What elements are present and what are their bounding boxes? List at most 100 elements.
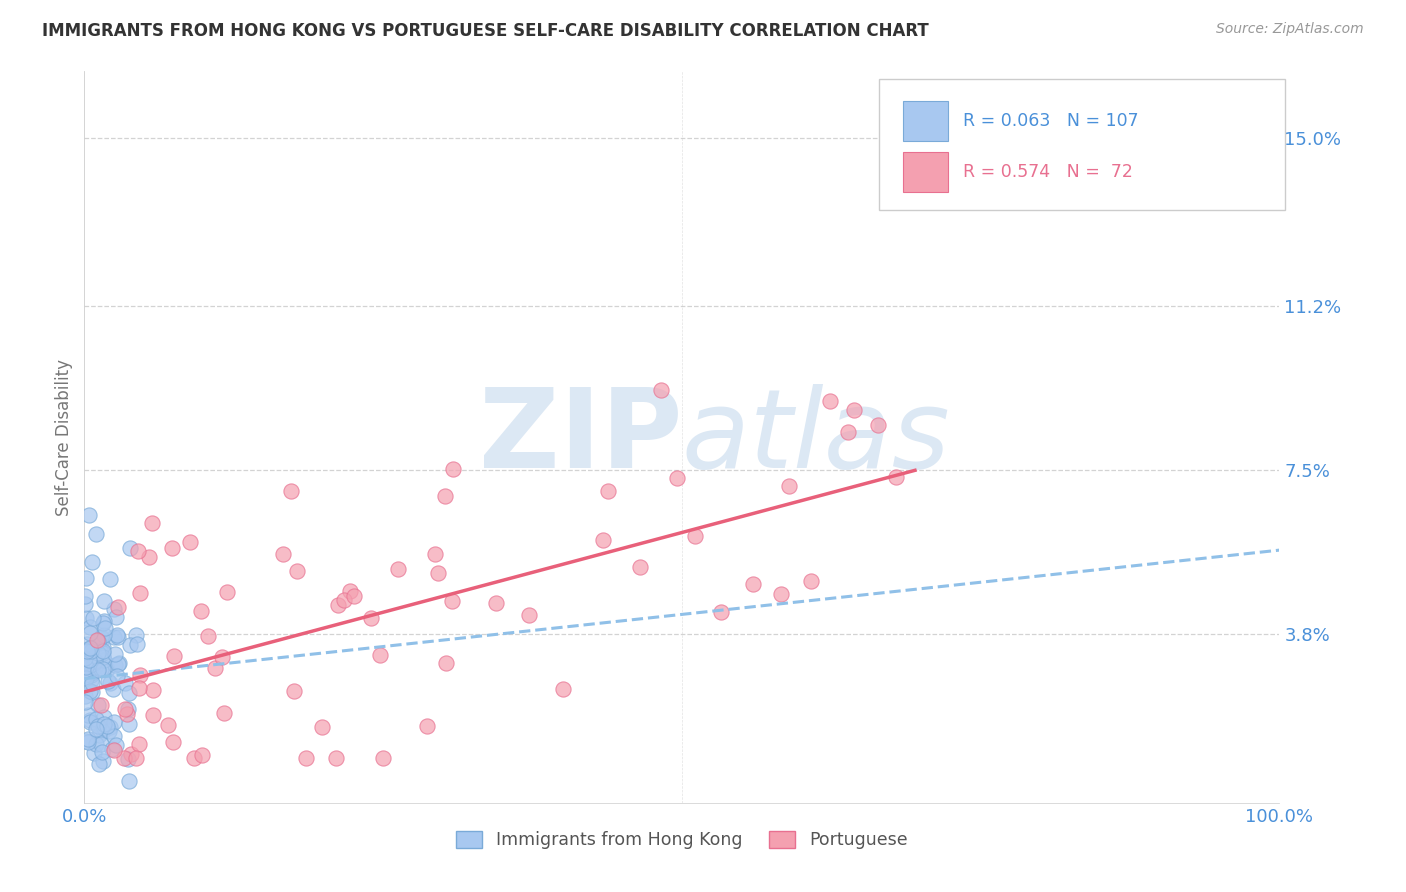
Point [89, 644, 111, 658]
Point [93, 614, 115, 628]
Point [844, 403, 866, 417]
Point [141, 516, 163, 530]
Point [98, 723, 121, 738]
Point [84, 737, 107, 751]
Point [79, 620, 101, 634]
Point [118, 717, 141, 731]
Point [73, 651, 96, 665]
Point [104, 647, 127, 661]
Point [108, 656, 131, 670]
Point [628, 560, 651, 574]
Point [778, 479, 800, 493]
Point [77, 653, 100, 667]
Point [118, 686, 141, 700]
Point [142, 683, 165, 698]
Point [91, 647, 114, 661]
Point [80, 668, 103, 682]
Point [91, 644, 114, 658]
Point [82, 611, 104, 625]
Point [79, 714, 101, 728]
Point [94, 621, 117, 635]
Point [87, 646, 110, 660]
Point [77, 641, 100, 656]
Point [441, 462, 464, 476]
Point [80, 644, 103, 658]
Point [82, 657, 104, 672]
Point [650, 384, 672, 398]
Point [101, 742, 124, 756]
Point [77, 508, 100, 522]
Point [425, 547, 447, 561]
Point [283, 683, 305, 698]
Point [105, 628, 128, 642]
Point [103, 743, 125, 757]
Point [86, 633, 108, 648]
Point [416, 719, 439, 733]
Point [212, 706, 235, 721]
Text: atlas: atlas [682, 384, 950, 491]
Point [485, 596, 508, 610]
Point [93, 628, 115, 642]
Point [79, 683, 101, 698]
Point [128, 737, 150, 751]
Point [80, 555, 103, 569]
Point [90, 632, 112, 646]
Point [101, 681, 124, 696]
Point [87, 757, 110, 772]
Point [75, 659, 97, 673]
Point [91, 754, 114, 768]
Point [142, 708, 165, 723]
Point [387, 562, 409, 576]
Point [90, 662, 112, 676]
FancyBboxPatch shape [903, 152, 949, 192]
Point [93, 649, 115, 664]
Point [75, 695, 97, 709]
Point [87, 719, 110, 733]
Point [127, 544, 149, 558]
Point [86, 722, 108, 736]
Point [93, 721, 115, 735]
Point [73, 597, 96, 611]
Point [117, 706, 139, 721]
FancyBboxPatch shape [879, 78, 1285, 211]
Point [87, 633, 110, 648]
Point [884, 470, 907, 484]
Point [90, 738, 112, 752]
Point [87, 664, 110, 678]
Point [280, 484, 302, 499]
Point [93, 709, 115, 723]
Point [93, 653, 115, 667]
Point [162, 735, 184, 749]
Point [710, 605, 733, 619]
Point [114, 751, 136, 765]
Point [103, 657, 125, 672]
Point [73, 668, 96, 682]
Point [77, 707, 100, 722]
Point [107, 599, 129, 614]
Point [84, 527, 107, 541]
Point [91, 640, 114, 655]
Point [103, 729, 125, 743]
Point [683, 528, 706, 542]
Point [183, 751, 205, 765]
Point [96, 662, 118, 676]
Point [128, 586, 150, 600]
Point [125, 751, 148, 765]
Point [295, 751, 318, 765]
Point [84, 712, 107, 726]
Point [666, 471, 689, 485]
Point [333, 593, 356, 607]
Point [90, 630, 112, 644]
Point [128, 668, 150, 682]
Point [156, 718, 179, 732]
Point [91, 615, 114, 630]
Point [93, 594, 115, 608]
Point [197, 629, 219, 643]
Point [800, 574, 823, 588]
Point [191, 747, 214, 762]
Point [90, 698, 112, 712]
Point [83, 654, 105, 668]
Point [82, 684, 104, 698]
Point [551, 681, 574, 696]
Point [742, 576, 765, 591]
